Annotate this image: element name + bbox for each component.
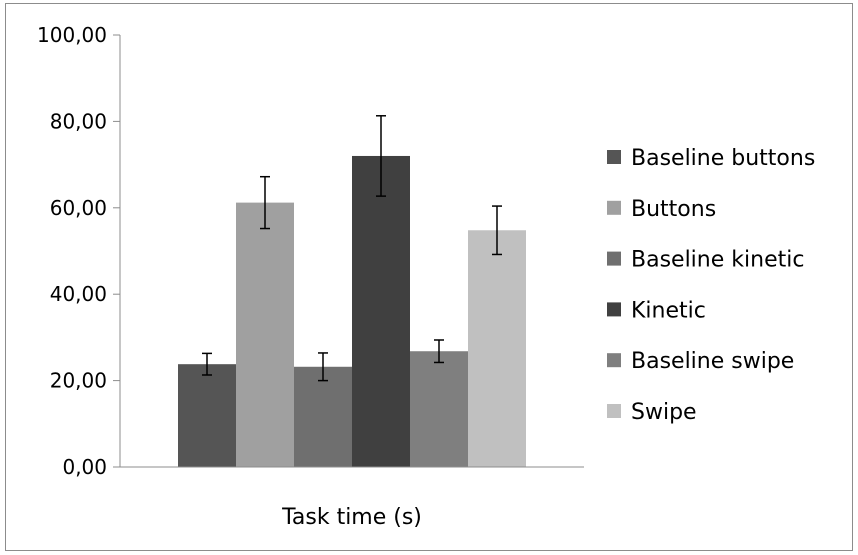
legend: Baseline buttons Buttons Baseline kinetic K… [607, 146, 815, 425]
legend-swatch [607, 302, 621, 317]
x-axis-label: Task time (s) [281, 505, 422, 530]
y-tick-label: 100,00 [37, 23, 107, 47]
bars [178, 155, 526, 467]
legend-swatch [607, 150, 621, 164]
legend-swatch [607, 200, 621, 215]
legend-label: Buttons [631, 197, 716, 222]
bar [236, 202, 294, 467]
legend-label: Swipe [631, 400, 697, 425]
legend-swatch [607, 404, 621, 418]
legend-swatch [607, 251, 621, 266]
y-tick-label: 20,00 [50, 369, 107, 393]
y-tick-label: 60,00 [50, 196, 107, 220]
y-axis: 0,00 20,00 40,00 60,00 80,00 100,00 [37, 23, 121, 479]
legend-label: Kinetic [631, 298, 706, 323]
y-tick-label: 80,00 [50, 109, 107, 133]
bar [468, 230, 526, 467]
bar [178, 364, 236, 467]
bar [294, 366, 352, 467]
bar [410, 351, 468, 467]
bar [352, 155, 410, 467]
x-axis: Task time (s) [120, 466, 584, 530]
legend-label: Baseline buttons [631, 146, 815, 171]
y-tick-label: 0,00 [62, 455, 107, 479]
error-bars [202, 115, 502, 382]
legend-label: Baseline swipe [631, 349, 794, 374]
legend-label: Baseline kinetic [631, 248, 804, 273]
y-tick-label: 40,00 [50, 282, 107, 306]
legend-swatch [607, 353, 621, 368]
